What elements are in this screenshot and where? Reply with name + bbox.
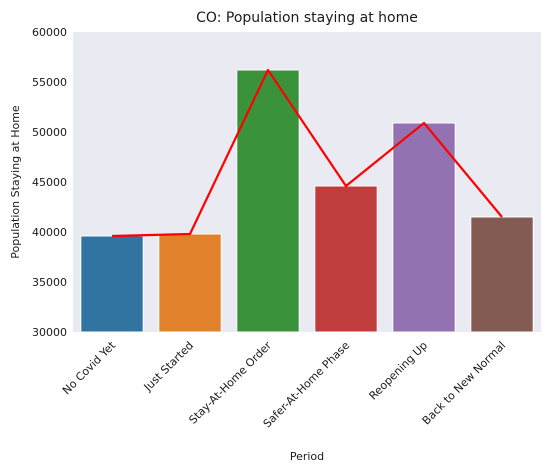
bar-just-started [158,233,222,333]
chart-title: CO: Population staying at home [196,10,418,26]
x-tick-label: Reopening Up [367,339,431,403]
y-tick-label: 50000 [32,126,67,139]
y-tick-label: 55000 [32,76,67,89]
x-tick-label: No Covid Yet [60,338,119,397]
trend-line [111,68,503,238]
x-tick-label: Safer-At-Home Phase [261,339,353,431]
x-tick-label: Back to New Normal [420,339,508,427]
y-tick-label: 30000 [32,326,67,339]
x-axis-label: Period [290,450,324,463]
y-tick-label: 45000 [32,176,67,189]
bar-back-to-new-normal [470,216,534,333]
bars-group [80,69,534,333]
bar-no-covid-yet [80,235,144,333]
y-axis-ticks: 30000 35000 40000 45000 50000 55000 60000 [32,26,67,339]
line-group [111,68,503,238]
y-tick-label: 35000 [32,276,67,289]
bar-reopening-up [392,122,456,333]
y-tick-label: 40000 [32,226,67,239]
y-tick-label: 60000 [32,26,67,39]
y-axis-label: Population Staying at Home [9,105,22,259]
x-tick-label: Just Started [141,339,196,394]
x-tick-label: Stay-At-Home Order [186,339,274,427]
plot-area [73,32,541,332]
bar-safer-at-home-phase [314,185,378,333]
bar-stay-at-home-order [236,69,300,333]
